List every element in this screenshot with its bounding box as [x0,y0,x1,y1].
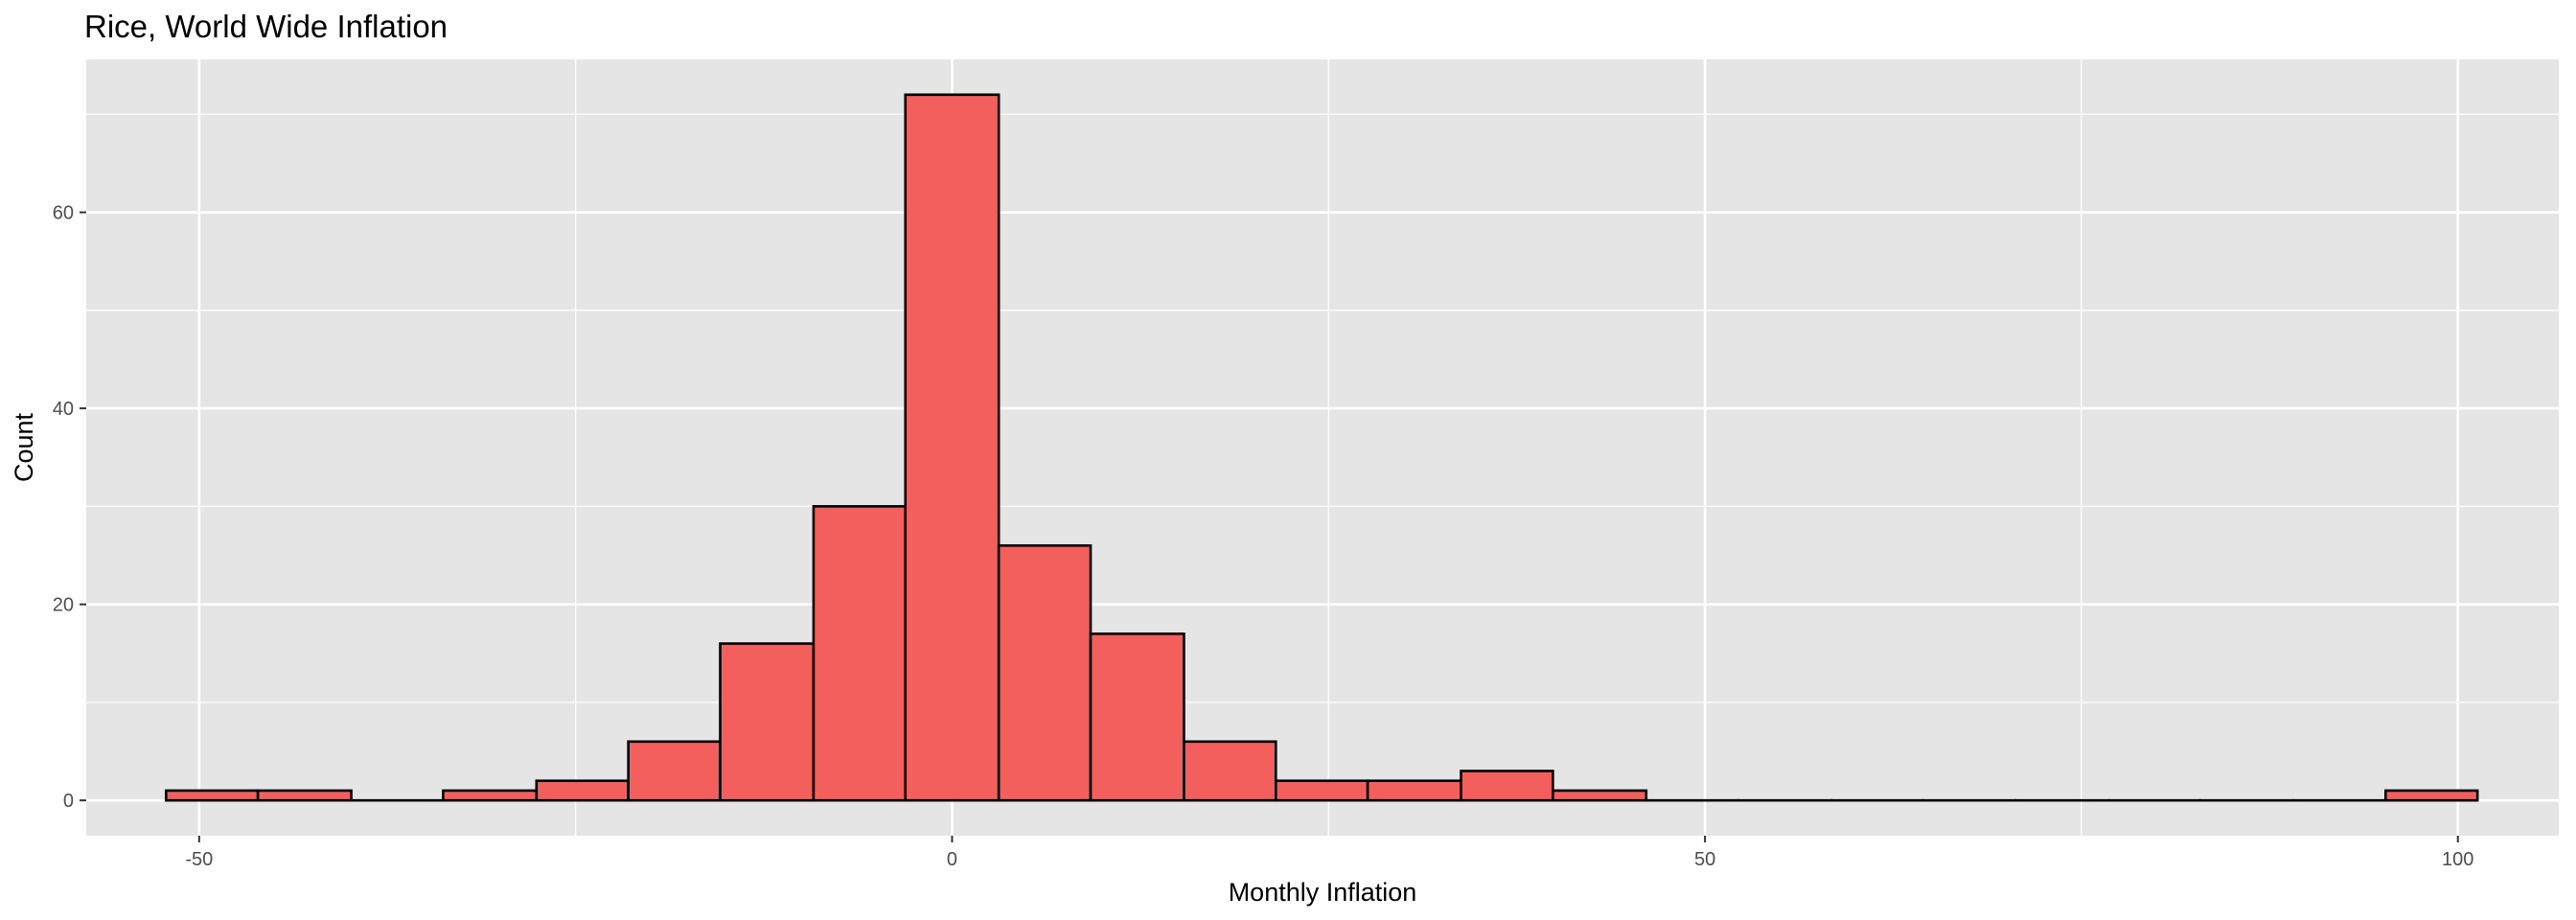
x-axis-ticks: -50 0 50 100 [185,836,2473,870]
histogram-bar [627,740,722,802]
histogram-bar [1089,632,1185,802]
histogram-bar [256,789,353,802]
histogram-bar [164,789,260,802]
histogram-bar [812,505,908,802]
x-tick-label: -50 [185,849,213,870]
histogram-bar [1552,789,1648,802]
x-tick-label: 0 [947,849,957,870]
histogram-bar [1274,779,1369,802]
histogram-bar [535,779,630,802]
histogram-bar [904,93,1000,802]
y-tick-label: 20 [53,595,74,616]
x-tick-label: 100 [2442,849,2473,870]
histogram-bars [164,93,2479,802]
y-tick-label: 40 [53,399,74,420]
plot-panel [86,59,2559,836]
y-tick-label: 60 [53,203,74,224]
histogram-bar [719,642,816,802]
histogram-bar [997,543,1092,802]
histogram-bar [2384,789,2479,802]
x-axis-title: Monthly Inflation [1229,878,1417,907]
y-tick-label: 0 [63,791,74,812]
histogram-bar [1460,770,1554,802]
histogram-bar [1366,779,1462,802]
minor-gridlines [86,59,2559,836]
y-axis-title: Count [10,412,38,482]
x-tick-label: 50 [1694,849,1715,870]
histogram-bar [1183,740,1277,802]
histogram-bar [442,789,539,802]
y-axis-ticks: 0 20 40 60 [53,203,86,812]
chart-title: Rice, World Wide Inflation [84,9,448,44]
